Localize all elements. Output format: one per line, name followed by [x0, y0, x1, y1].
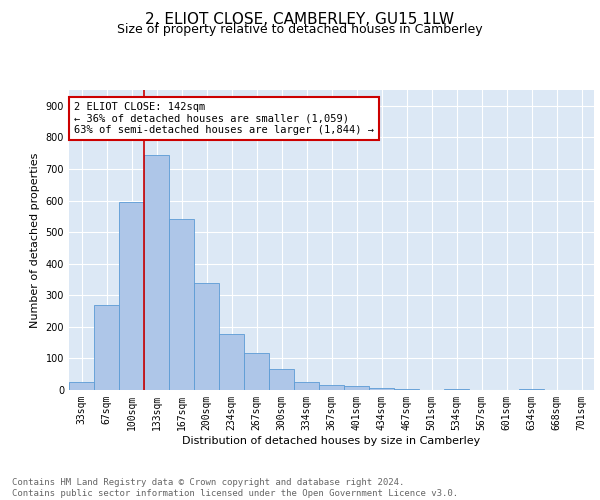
Bar	[244, 352, 269, 390]
X-axis label: Distribution of detached houses by size in Camberley: Distribution of detached houses by size …	[182, 436, 481, 446]
Bar	[144, 154, 169, 390]
Bar	[219, 334, 244, 390]
Bar	[294, 382, 319, 390]
Y-axis label: Number of detached properties: Number of detached properties	[30, 152, 40, 328]
Bar	[119, 202, 144, 390]
Text: 2, ELIOT CLOSE, CAMBERLEY, GU15 1LW: 2, ELIOT CLOSE, CAMBERLEY, GU15 1LW	[145, 12, 455, 28]
Bar	[69, 382, 94, 390]
Bar	[169, 220, 194, 390]
Text: 2 ELIOT CLOSE: 142sqm
← 36% of detached houses are smaller (1,059)
63% of semi-d: 2 ELIOT CLOSE: 142sqm ← 36% of detached …	[74, 102, 374, 135]
Bar	[94, 304, 119, 390]
Bar	[319, 386, 344, 390]
Text: Size of property relative to detached houses in Camberley: Size of property relative to detached ho…	[117, 24, 483, 36]
Bar	[394, 388, 419, 390]
Bar	[519, 389, 544, 390]
Bar	[269, 368, 294, 390]
Bar	[344, 386, 369, 390]
Text: Contains HM Land Registry data © Crown copyright and database right 2024.
Contai: Contains HM Land Registry data © Crown c…	[12, 478, 458, 498]
Bar	[369, 388, 394, 390]
Bar	[194, 282, 219, 390]
Bar	[444, 388, 469, 390]
